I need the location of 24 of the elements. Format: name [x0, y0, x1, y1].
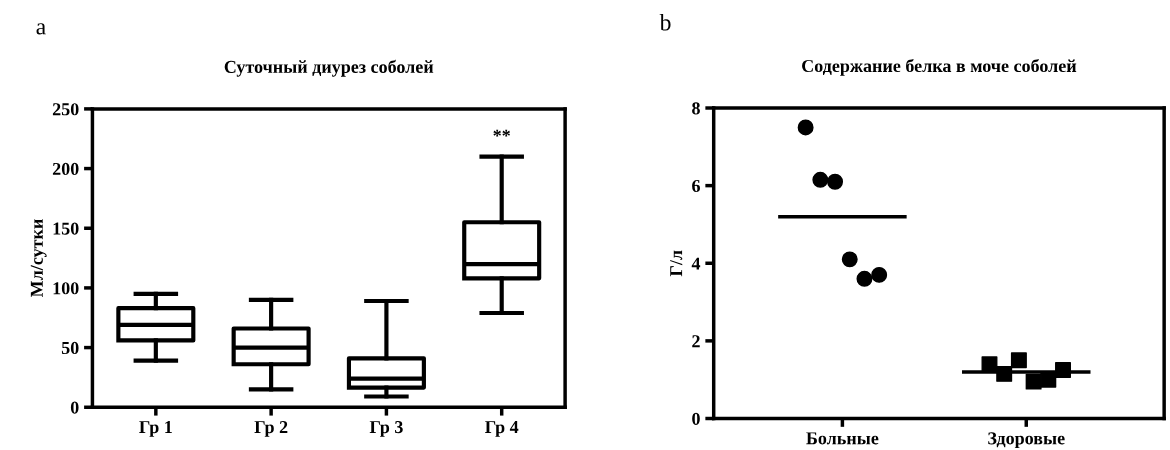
x-tick-label: Больные	[806, 432, 879, 445]
y-axis-title: Г/л	[670, 250, 683, 277]
chart-title: Суточный диурез соболей	[224, 59, 434, 77]
text: a	[36, 23, 46, 35]
x-tick-label: Гр 1	[139, 421, 172, 437]
x-tick-label: Гр 4	[485, 421, 519, 437]
y-tick-label: 6	[692, 179, 700, 193]
y-axis-title: Мл/сутки	[30, 219, 47, 298]
y-tick-label: 50	[61, 341, 79, 355]
text: b	[659, 13, 671, 31]
x-tick-label: Гр 2	[254, 421, 288, 437]
y-tick-label: 2	[692, 335, 700, 348]
y-tick-label: 250	[52, 103, 79, 116]
y-tick-label: 150	[53, 222, 79, 235]
y-tick-label: 4	[691, 257, 701, 270]
chart-title: Содержание белка в моче соболей	[802, 58, 1077, 76]
annotation: **	[493, 129, 510, 137]
y-tick-label: 0	[692, 412, 700, 425]
y-tick-label: 100	[53, 282, 79, 295]
x-tick-label: Здоровые	[988, 432, 1065, 449]
y-tick-label: 8	[692, 102, 700, 115]
y-tick-label: 0	[70, 401, 79, 414]
x-tick-label: Гр 3	[369, 421, 403, 437]
y-tick-label: 200	[52, 162, 79, 176]
